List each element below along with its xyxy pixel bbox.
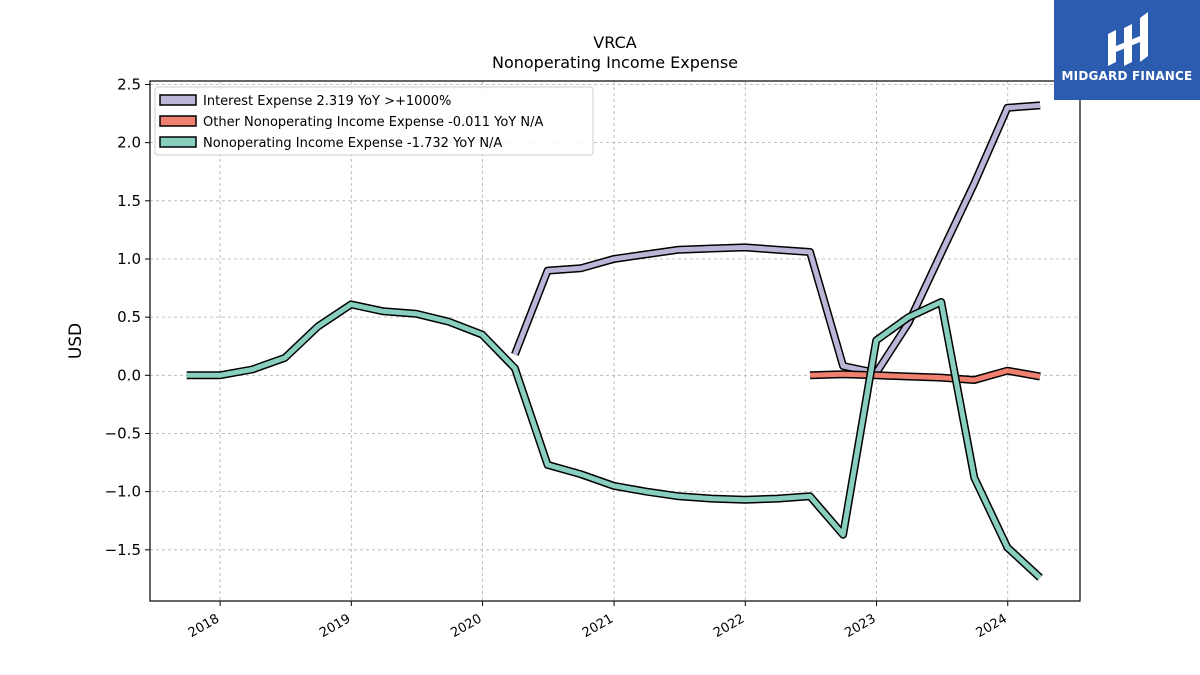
y-tick-label: 1.5 <box>117 192 141 210</box>
logo-mark-icon <box>1054 0 1200 100</box>
x-tick-label: 2023 <box>842 611 878 641</box>
x-tick-label: 2020 <box>448 611 484 641</box>
series-line-2 <box>186 299 1042 580</box>
y-tick-label: 0.0 <box>117 366 141 384</box>
y-tick-label: 1.0 <box>117 250 141 268</box>
legend-label: Other Nonoperating Income Expense -0.011… <box>203 115 543 130</box>
legend-swatch-1 <box>159 115 197 127</box>
y-tick-label: −1.5 <box>105 541 141 559</box>
legend-swatch-0 <box>159 94 197 106</box>
series-outline-0 <box>511 101 1041 377</box>
legend: Interest Expense 2.319 YoY >+1000% Other … <box>154 86 594 156</box>
chart-title-ticker: VRCA <box>593 33 637 52</box>
series-outline-2 <box>186 298 1043 581</box>
y-axis-label: USD <box>66 323 86 359</box>
series-line-1 <box>809 368 1041 383</box>
x-tick-label: 2021 <box>580 611 616 641</box>
x-tick-label: 2019 <box>317 611 353 641</box>
chart-title: Nonoperating Income Expense <box>491 53 739 72</box>
y-tick-label: −1.0 <box>105 483 141 501</box>
x-tick-label: 2018 <box>186 611 222 641</box>
legend-swatch-2 <box>159 136 197 148</box>
y-tick-label: 0.5 <box>117 308 141 326</box>
plot-frame <box>149 80 1081 602</box>
legend-label: Nonoperating Income Expense -1.732 YoY N… <box>203 136 502 151</box>
x-tick-label: 2024 <box>974 611 1010 641</box>
x-tick-label: 2022 <box>711 611 747 641</box>
midgard-finance-logo: MIDGARD FINANCE <box>1054 0 1200 100</box>
legend-box <box>154 86 594 156</box>
series-line-0 <box>512 102 1041 376</box>
y-tick-label: −0.5 <box>105 424 141 442</box>
y-tick-label: 2.0 <box>117 134 141 152</box>
logo-text: MIDGARD FINANCE <box>1061 69 1193 83</box>
legend-label: Interest Expense 2.319 YoY >+1000% <box>203 94 451 109</box>
y-tick-label: 2.5 <box>117 75 141 93</box>
